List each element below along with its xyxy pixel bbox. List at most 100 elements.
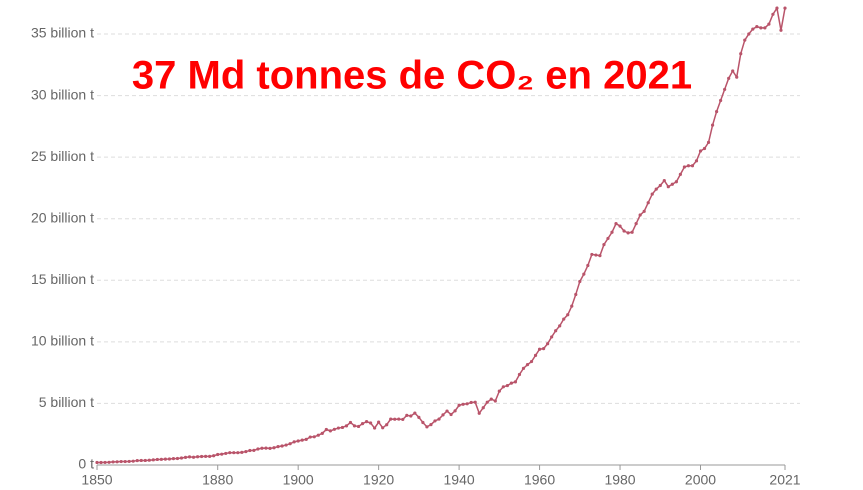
data-point bbox=[513, 380, 518, 384]
data-point bbox=[533, 353, 538, 358]
data-point bbox=[546, 342, 550, 346]
data-point bbox=[264, 446, 268, 450]
data-point bbox=[405, 413, 409, 417]
data-point bbox=[352, 424, 357, 428]
data-point bbox=[606, 236, 610, 241]
data-point bbox=[731, 69, 735, 73]
data-point bbox=[421, 420, 425, 425]
data-point bbox=[582, 272, 586, 276]
data-point bbox=[248, 448, 252, 453]
data-point bbox=[115, 460, 119, 464]
data-point bbox=[618, 224, 622, 228]
y-tick-label: 10 billion t bbox=[31, 333, 94, 349]
data-point bbox=[558, 324, 562, 328]
data-point bbox=[634, 222, 638, 226]
data-point bbox=[119, 459, 123, 464]
data-point bbox=[614, 222, 618, 226]
data-point bbox=[191, 455, 196, 459]
data-point bbox=[377, 420, 381, 424]
data-point bbox=[453, 409, 457, 413]
x-tick-label: 2021 bbox=[769, 472, 800, 488]
data-point bbox=[686, 164, 691, 168]
data-point bbox=[658, 183, 662, 188]
x-tick-label: 1980 bbox=[604, 472, 635, 488]
data-point bbox=[775, 6, 779, 10]
data-point bbox=[348, 420, 353, 425]
data-point bbox=[244, 449, 248, 454]
data-point bbox=[449, 412, 453, 417]
data-point bbox=[497, 389, 501, 393]
data-point bbox=[586, 263, 590, 268]
data-point bbox=[216, 452, 220, 457]
data-point bbox=[521, 366, 526, 370]
data-point bbox=[751, 27, 755, 31]
data-point bbox=[465, 402, 469, 406]
data-point bbox=[111, 460, 115, 464]
data-point bbox=[590, 252, 594, 257]
data-point bbox=[674, 180, 678, 184]
data-point bbox=[562, 317, 566, 321]
data-point bbox=[107, 460, 111, 464]
data-point bbox=[232, 451, 236, 455]
data-point bbox=[727, 76, 731, 80]
data-point bbox=[316, 433, 320, 437]
data-point bbox=[300, 438, 304, 442]
x-tick-label: 1960 bbox=[524, 472, 555, 488]
data-point bbox=[541, 347, 546, 351]
data-point bbox=[662, 178, 666, 183]
data-point bbox=[360, 422, 365, 426]
data-point bbox=[735, 75, 739, 79]
data-point bbox=[529, 359, 534, 364]
data-point bbox=[236, 451, 240, 455]
data-point bbox=[240, 450, 244, 454]
data-point bbox=[228, 451, 232, 455]
data-point bbox=[783, 6, 787, 10]
data-point bbox=[147, 458, 151, 462]
data-point bbox=[441, 413, 445, 417]
data-point bbox=[417, 415, 421, 419]
data-point bbox=[340, 425, 345, 430]
data-point bbox=[389, 417, 393, 421]
data-point bbox=[481, 406, 485, 410]
data-point bbox=[469, 400, 473, 405]
data-point bbox=[332, 427, 336, 431]
data-point bbox=[401, 417, 405, 422]
data-point bbox=[409, 414, 413, 418]
data-point bbox=[437, 417, 441, 421]
data-point bbox=[638, 213, 642, 217]
series-line bbox=[97, 6, 786, 464]
data-point bbox=[393, 417, 397, 421]
data-point bbox=[779, 28, 783, 32]
data-point bbox=[509, 381, 514, 385]
data-point bbox=[143, 458, 147, 463]
data-point bbox=[706, 140, 711, 144]
data-point bbox=[183, 455, 188, 459]
data-point bbox=[763, 26, 767, 30]
data-point bbox=[610, 230, 614, 234]
data-point bbox=[477, 411, 481, 415]
data-point bbox=[151, 458, 155, 462]
data-point bbox=[304, 437, 308, 441]
data-point bbox=[517, 372, 522, 377]
data-point bbox=[429, 423, 433, 427]
data-point bbox=[127, 459, 131, 464]
data-point bbox=[642, 209, 646, 213]
data-point bbox=[397, 417, 401, 421]
y-tick-label: 25 billion t bbox=[31, 148, 94, 164]
data-point bbox=[336, 426, 341, 430]
x-tick-label: 1880 bbox=[202, 472, 233, 488]
data-point bbox=[139, 458, 143, 463]
data-point bbox=[425, 425, 429, 429]
data-point bbox=[187, 455, 192, 459]
x-tick-label: 1850 bbox=[81, 472, 112, 488]
data-point bbox=[364, 420, 369, 424]
data-point bbox=[771, 12, 775, 16]
data-point bbox=[195, 455, 200, 459]
data-point bbox=[272, 446, 276, 450]
data-point bbox=[208, 454, 212, 458]
data-point bbox=[622, 229, 626, 233]
data-point bbox=[268, 446, 272, 450]
data-point bbox=[493, 399, 497, 403]
data-point bbox=[155, 457, 159, 462]
